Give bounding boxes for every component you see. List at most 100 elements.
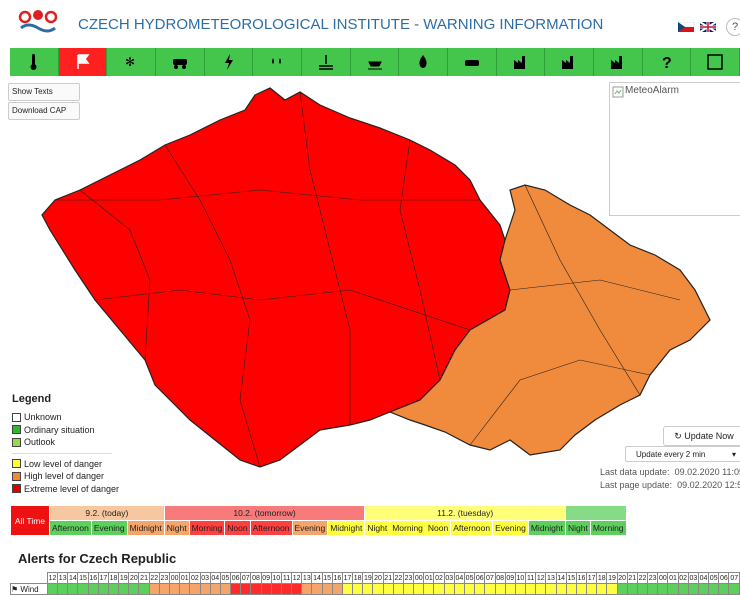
alert-hour-cell[interactable]: [514, 583, 527, 595]
alert-hour-cell[interactable]: [626, 583, 638, 595]
alert-hour-cell[interactable]: [586, 583, 598, 595]
alert-hour-cell[interactable]: [118, 583, 130, 595]
alert-hour-cell[interactable]: [362, 583, 374, 595]
day-part-cell[interactable]: Midnight: [527, 520, 566, 536]
alert-hour-cell[interactable]: [199, 583, 211, 595]
alert-hour-cell[interactable]: [667, 583, 679, 595]
day-part-cell[interactable]: Night: [163, 520, 190, 536]
toolbar-item[interactable]: [594, 48, 643, 76]
help-button[interactable]: ?: [726, 18, 740, 36]
day-part-cell[interactable]: Night: [364, 520, 391, 536]
alert-hour-cell[interactable]: [647, 583, 659, 595]
day-part-cell[interactable]: Morning: [589, 520, 627, 536]
toolbar-item[interactable]: [448, 48, 497, 76]
alert-hour-cell[interactable]: [535, 583, 547, 595]
alert-hour-cell[interactable]: [301, 583, 313, 595]
alert-hour-cell[interactable]: [636, 583, 649, 595]
alert-hour-cell[interactable]: [240, 583, 252, 595]
day-cell[interactable]: 10.2. (tomorrow): [163, 505, 366, 521]
toolbar-item[interactable]: ✻: [107, 48, 157, 76]
day-part-cell[interactable]: Evening: [90, 520, 128, 536]
day-part-cell[interactable]: Night: [564, 520, 591, 536]
toolbar-item[interactable]: [10, 48, 59, 76]
toolbar-item[interactable]: ?: [643, 48, 692, 76]
alert-hour-cell[interactable]: [331, 583, 343, 595]
alert-hour-cell[interactable]: [545, 583, 557, 595]
alert-hour-cell[interactable]: [382, 583, 394, 595]
alert-hour-cell[interactable]: [107, 583, 120, 595]
alert-hour-cell[interactable]: [250, 583, 262, 595]
alert-hour-cell[interactable]: [230, 583, 242, 595]
alert-hour-cell[interactable]: [158, 583, 171, 595]
day-part-cell[interactable]: Afternoon: [49, 520, 92, 536]
all-time-cell[interactable]: All Time: [10, 505, 50, 536]
alert-hour-cell[interactable]: [484, 583, 496, 595]
toolbar-item[interactable]: [351, 48, 400, 76]
update-interval-select[interactable]: Update every 2 min ▾: [625, 446, 740, 462]
alert-hour-cell[interactable]: [260, 583, 272, 595]
alert-hour-cell[interactable]: [67, 583, 79, 595]
alert-hour-cell[interactable]: [677, 583, 689, 595]
alert-hour-cell[interactable]: [128, 583, 140, 595]
alert-hour-cell[interactable]: [138, 583, 150, 595]
alert-hour-cell[interactable]: [46, 583, 59, 595]
alert-hour-cell[interactable]: [555, 583, 567, 595]
day-part-cell[interactable]: Morning: [389, 520, 426, 536]
alert-hour-cell[interactable]: [341, 583, 354, 595]
day-part-cell[interactable]: Noon: [224, 520, 251, 536]
alert-hour-cell[interactable]: [504, 583, 516, 595]
alert-hour-cell[interactable]: [321, 583, 333, 595]
alert-hour-cell[interactable]: [189, 583, 201, 595]
alert-hour-cell[interactable]: [77, 583, 89, 595]
day-cell[interactable]: 9.2. (today): [49, 505, 165, 521]
alert-hour-cell[interactable]: [168, 583, 181, 595]
show-texts-button[interactable]: Show Texts: [8, 83, 80, 101]
toolbar-item[interactable]: [497, 48, 546, 76]
alert-hour-cell[interactable]: [433, 583, 445, 595]
alert-hour-cell[interactable]: [718, 583, 730, 595]
update-now-button[interactable]: ↻ Update Now: [663, 426, 740, 446]
toolbar-item[interactable]: [399, 48, 449, 76]
alert-hour-cell[interactable]: [352, 583, 364, 595]
alert-hour-cell[interactable]: [616, 583, 628, 595]
alert-hour-cell[interactable]: [280, 583, 293, 595]
alert-hour-cell[interactable]: [392, 583, 404, 595]
alert-hour-cell[interactable]: [179, 583, 191, 595]
alert-hour-cell[interactable]: [57, 583, 69, 595]
day-part-cell[interactable]: Evening: [492, 520, 529, 536]
day-part-cell[interactable]: Evening: [291, 520, 329, 536]
region-west[interactable]: [41, 87, 511, 468]
toolbar-item[interactable]: [302, 48, 351, 76]
alert-hour-cell[interactable]: [565, 583, 577, 595]
alert-hour-cell[interactable]: [708, 583, 720, 595]
toolbar-item[interactable]: [156, 48, 205, 76]
alert-hour-cell[interactable]: [423, 583, 435, 595]
day-part-cell[interactable]: Noon: [424, 520, 452, 536]
alert-hour-cell[interactable]: [443, 583, 455, 595]
day-part-cell[interactable]: Midnight: [327, 520, 366, 536]
alert-hour-cell[interactable]: [148, 583, 160, 595]
alert-hour-cell[interactable]: [606, 583, 618, 595]
toolbar-item[interactable]: [205, 48, 254, 76]
toolbar-item[interactable]: [691, 48, 740, 76]
toolbar-item[interactable]: [58, 48, 108, 76]
alert-hour-cell[interactable]: [575, 583, 588, 595]
alert-hour-cell[interactable]: [291, 583, 303, 595]
alert-hour-cell[interactable]: [270, 583, 282, 595]
day-part-cell[interactable]: Afternoon: [450, 520, 494, 536]
alert-hour-cell[interactable]: [474, 583, 486, 595]
alert-hour-cell[interactable]: [87, 583, 99, 595]
alert-hour-cell[interactable]: [402, 583, 415, 595]
download-cap-button[interactable]: Download CAP: [8, 102, 80, 120]
alert-hour-cell[interactable]: [209, 583, 221, 595]
alert-hour-cell[interactable]: [596, 583, 608, 595]
day-part-cell[interactable]: Afternoon: [249, 520, 293, 536]
alert-hour-cell[interactable]: [728, 583, 740, 595]
alert-hour-cell[interactable]: [657, 583, 669, 595]
alert-hour-cell[interactable]: [697, 583, 710, 595]
day-part-cell[interactable]: Midnight: [126, 520, 165, 536]
alert-hour-cell[interactable]: [494, 583, 506, 595]
alert-hour-cell[interactable]: [687, 583, 699, 595]
alert-hour-cell[interactable]: [372, 583, 384, 595]
alert-hour-cell[interactable]: [413, 583, 425, 595]
